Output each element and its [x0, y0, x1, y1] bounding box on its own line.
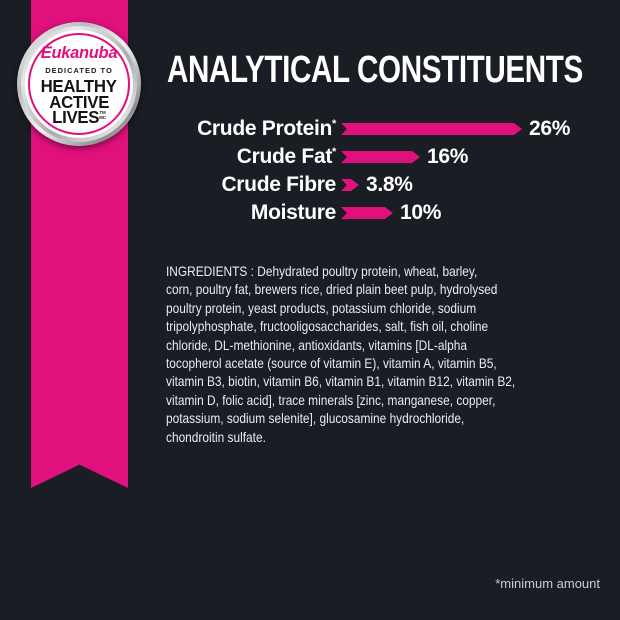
constituent-value: 26%: [529, 117, 571, 140]
chart-row: Crude Protein* 26%: [0, 115, 620, 143]
eukanuba-badge: Eukanuba DEDICATED TO HEALTHY ACTIVE LIV…: [17, 22, 141, 146]
constituent-bar: [341, 179, 359, 191]
trademark-mark: TM MC: [99, 111, 106, 120]
constituent-value: 10%: [400, 201, 442, 224]
constituent-bar: [341, 123, 522, 135]
tm-text: TM: [99, 110, 106, 116]
badge-line-active: ACTIVE: [49, 91, 109, 112]
badge-line-lives: LIVES TM MC: [52, 107, 106, 128]
constituent-label: Crude Fibre: [221, 173, 336, 196]
badge-line-healthy: HEALTHY: [40, 76, 118, 97]
badge-pink-ring: [28, 33, 130, 135]
footnote-minimum-amount: *minimum amount: [495, 576, 600, 591]
chart-row: Crude Fibre 3.8%: [0, 171, 620, 199]
brand-logo: Eukanuba: [40, 44, 118, 63]
constituent-value: 16%: [427, 145, 469, 168]
ingredients-text: INGREDIENTS : Dehydrated poultry protein…: [166, 263, 516, 445]
constituent-label: Moisture: [250, 201, 336, 224]
constituent-value: 3.8%: [366, 173, 413, 196]
asterisk-note: *: [332, 146, 336, 158]
badge-lives-text: LIVES: [52, 107, 100, 128]
badge-text: Eukanuba DEDICATED TO HEALTHY ACTIVE LIV…: [25, 30, 133, 138]
constituent-bar: [341, 207, 393, 219]
constituent-label: Crude Protein*: [197, 117, 336, 140]
badge-face: Eukanuba DEDICATED TO HEALTHY ACTIVE LIV…: [25, 30, 133, 138]
constituents-chart: Crude Protein* 26% Crude Fat* 16% Crude Fibr…: [0, 115, 620, 227]
chart-row: Moisture 10%: [0, 199, 620, 227]
mc-text: MC: [99, 114, 106, 120]
page-title: ANALYTICAL CONSTITUENTS: [167, 49, 583, 91]
badge-tagline: DEDICATED TO: [45, 66, 113, 76]
constituent-bar: [341, 151, 420, 163]
constituent-label: Crude Fat*: [236, 145, 337, 168]
asterisk-note: *: [332, 118, 336, 130]
chart-row: Crude Fat* 16%: [0, 143, 620, 171]
